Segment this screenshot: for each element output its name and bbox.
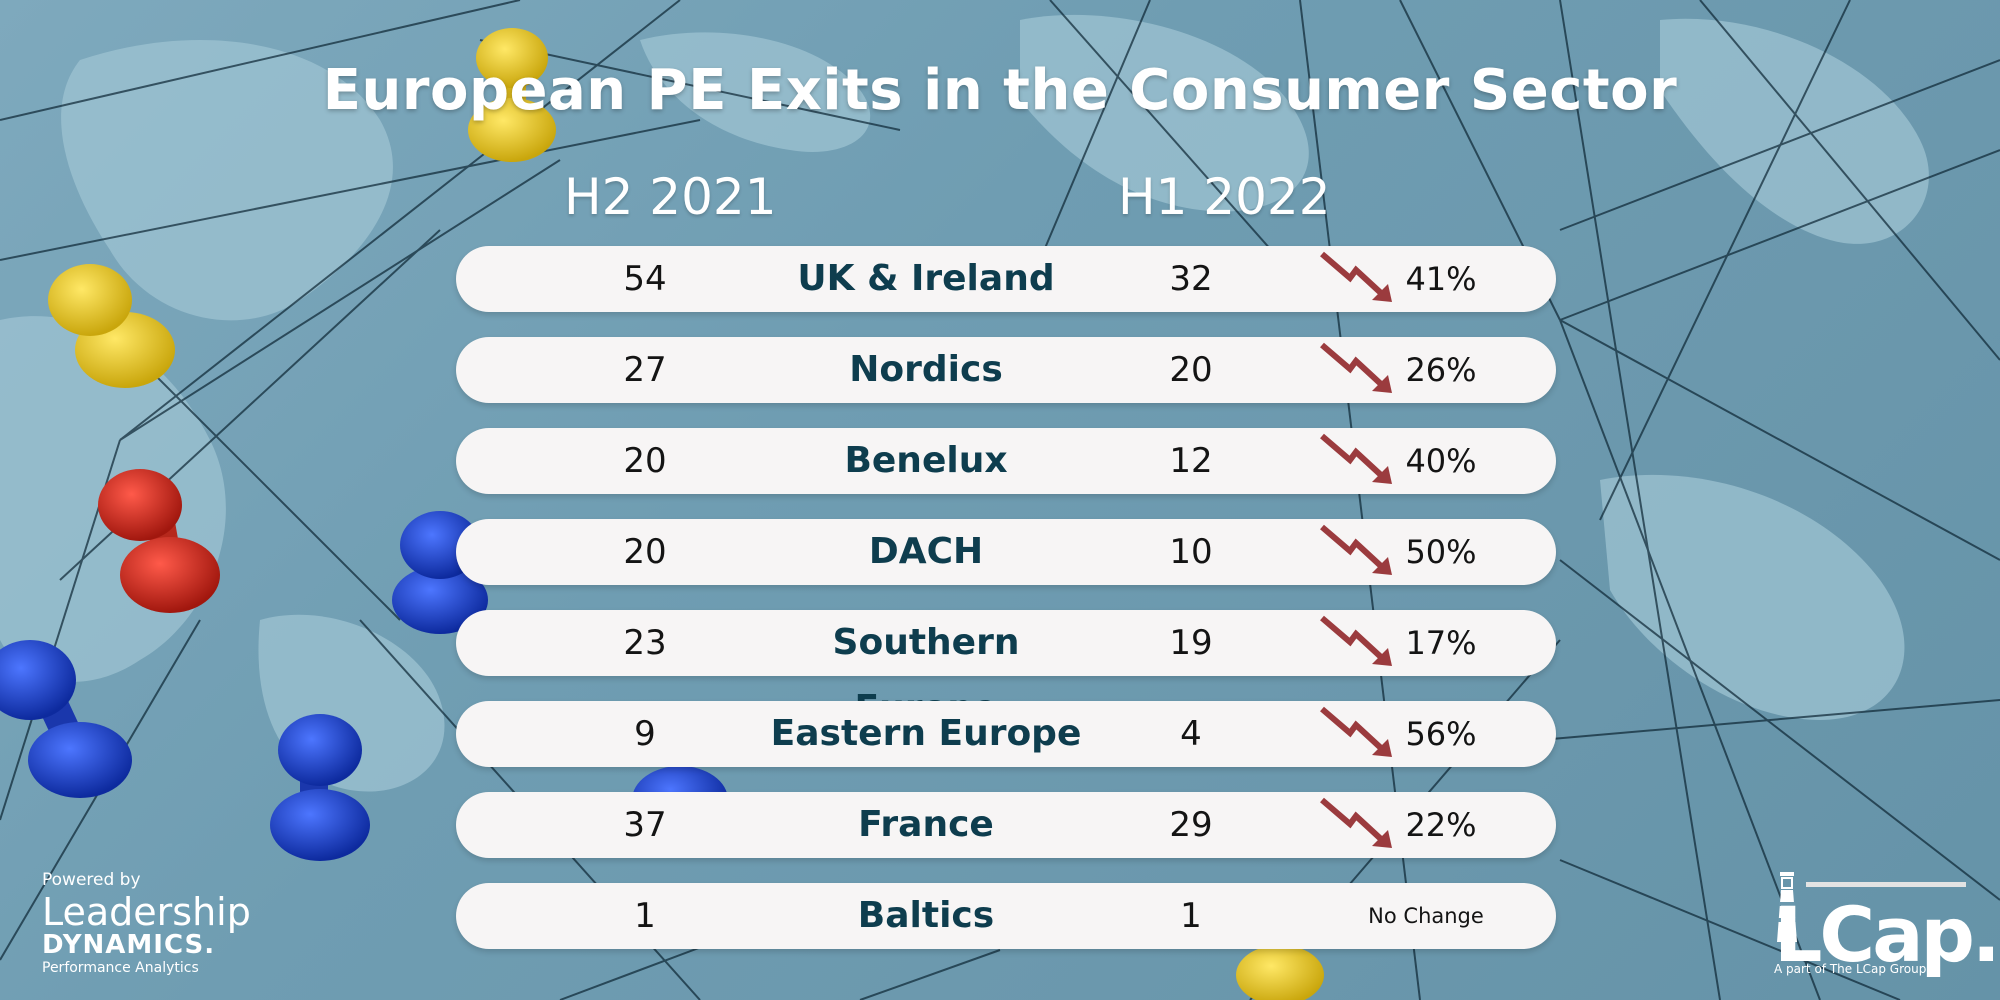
dynamics-wordmark: DYNAMICS.	[42, 930, 216, 960]
curr-value: 29	[1169, 805, 1213, 845]
trend-down-icon	[1320, 524, 1392, 575]
table-row: 20 Benelux 12 40%	[456, 428, 1556, 494]
trend-down-icon	[1320, 615, 1392, 666]
region-name: Benelux	[844, 440, 1008, 481]
curr-value: 1	[1180, 896, 1202, 936]
column-header-curr: H1 2022	[1118, 168, 1331, 226]
region-name: UK & Ireland	[797, 258, 1055, 299]
curr-value: 20	[1169, 350, 1213, 390]
lcap-wordmark: LCap.	[1774, 890, 2000, 979]
table-row: 23 Southern Europe 19 17%	[456, 610, 1556, 729]
table-row: 27 Nordics 20 26%	[456, 337, 1556, 403]
prev-value: 9	[634, 714, 656, 754]
curr-value: 10	[1169, 532, 1213, 572]
lighthouse-icon	[1777, 872, 1797, 942]
leadership-wordmark: Leadership	[42, 890, 251, 934]
change-value: 17%	[1405, 624, 1477, 662]
trend-down-icon	[1320, 251, 1392, 302]
lcap-tagline: A part of The LCap Group	[1774, 962, 1927, 976]
region-name: Southern Europe	[832, 622, 1020, 729]
blue-pin-icon	[270, 714, 370, 861]
lcap-logo: LCap. A part of The LCap Group	[1770, 870, 2000, 990]
blue-pin-icon	[0, 640, 132, 798]
table-row: 37 France 29 22%	[456, 792, 1556, 858]
trend-down-icon	[1320, 797, 1392, 848]
curr-value: 19	[1169, 623, 1213, 663]
curr-value: 12	[1169, 441, 1213, 481]
region-name: Baltics	[857, 895, 995, 936]
region-name: France	[858, 804, 994, 845]
prev-value: 1	[634, 896, 656, 936]
column-header-prev: H2 2021	[564, 168, 777, 226]
trend-down-icon	[1320, 706, 1392, 757]
change-value: No Change	[1368, 904, 1484, 928]
trend-down-icon	[1320, 342, 1392, 393]
prev-value: 27	[623, 350, 667, 390]
curr-value: 32	[1169, 259, 1213, 299]
yellow-pin-icon	[468, 28, 556, 162]
table-row: 20 DACH 10 50%	[456, 519, 1556, 585]
region-name: Nordics	[849, 349, 1003, 390]
change-value: 26%	[1405, 351, 1477, 389]
trend-down-icon	[1320, 433, 1392, 484]
table-row: 54 UK & Ireland 32 41%	[456, 246, 1556, 312]
prev-value: 20	[623, 532, 667, 572]
change-value: 56%	[1405, 715, 1477, 753]
table-row: 9 Eastern Europe 4 56%	[456, 701, 1556, 767]
prev-value: 54	[623, 259, 667, 299]
powered-by-tagline: Performance Analytics	[42, 960, 199, 976]
region-name: Eastern Europe	[770, 713, 1082, 754]
curr-value: 4	[1180, 714, 1202, 754]
prev-value: 37	[623, 805, 667, 845]
change-value: 50%	[1405, 533, 1477, 571]
change-value: 40%	[1405, 442, 1477, 480]
yellow-pin-icon	[1236, 945, 1324, 1000]
region-name: DACH	[868, 531, 984, 572]
logo-bar	[1806, 882, 1966, 887]
powered-by-label: Powered by	[42, 870, 141, 890]
change-value: 41%	[1405, 260, 1477, 298]
blue-pin-icon	[392, 511, 488, 634]
prev-value: 23	[623, 623, 667, 663]
red-pin-icon	[98, 469, 220, 613]
page-title: European PE Exits in the Consumer Sector	[322, 58, 1678, 123]
change-value: 22%	[1405, 806, 1477, 844]
yellow-pin-icon	[48, 264, 175, 388]
prev-value: 20	[623, 441, 667, 481]
powered-by-logo: Powered by Leadership DYNAMICS. Performa…	[42, 870, 251, 976]
table-row: 1 Baltics 1 No Change	[456, 883, 1556, 949]
